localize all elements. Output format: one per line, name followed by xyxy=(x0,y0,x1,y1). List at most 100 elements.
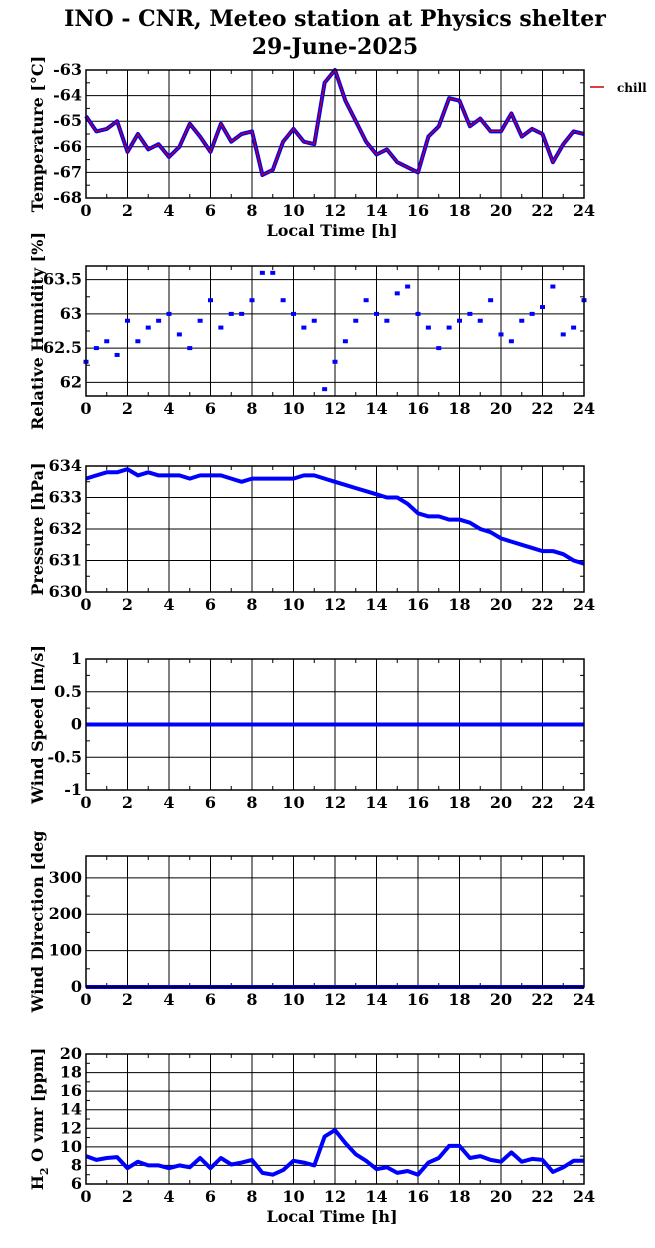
plot-frame-temperature xyxy=(85,69,585,199)
x-tick-label-h2o_vmr-10: 20 xyxy=(490,1187,512,1206)
x-tick-label-humidity-1: 2 xyxy=(122,399,133,418)
panel-temperature: 0 2 4 6 8 10 12 14 16 18 20 22 24-68-67-66-65-64-63L… xyxy=(28,56,647,240)
data-point-humidity-20 xyxy=(291,311,296,316)
x-tick-label-pressure-0: 0 xyxy=(80,595,91,614)
x-tick-label-h2o_vmr-3: 6 xyxy=(205,1187,216,1206)
x-tick-label-temperature-2: 4 xyxy=(163,201,174,220)
chart-panels: 0 2 4 6 8 10 12 14 16 18 20 22 24-68-67-66-65-64-63L… xyxy=(28,56,647,1226)
x-tick-label-pressure-6: 12 xyxy=(324,595,346,614)
data-point-humidity-39 xyxy=(488,298,494,303)
x-tick-label-humidity-0: 0 xyxy=(80,399,91,418)
x-tick-label-temperature-11: 22 xyxy=(531,201,553,220)
y-tick-label-temperature-1: -67 xyxy=(53,162,82,181)
y-tick-label-wind_direction-2: 200 xyxy=(49,904,82,923)
data-point-humidity-35 xyxy=(446,325,452,330)
y-tick-label-wind_speed-4: 1 xyxy=(71,649,82,668)
y-tick-label-wind_direction-3: 300 xyxy=(49,868,82,887)
x-tick-label-h2o_vmr-0: 0 xyxy=(80,1187,91,1206)
x-tick-label-h2o_vmr-5: 10 xyxy=(282,1187,304,1206)
data-point-humidity-29 xyxy=(384,318,390,323)
y-tick-label-wind_direction-1: 100 xyxy=(49,941,82,960)
data-point-humidity-38 xyxy=(477,318,483,323)
x-tick-label-wind_speed-3: 6 xyxy=(205,793,216,812)
data-point-humidity-44 xyxy=(540,305,545,310)
x-tick-label-wind_direction-11: 22 xyxy=(531,990,553,1009)
x-tick-label-temperature-0: 0 xyxy=(80,201,91,220)
x-tick-label-humidity-10: 20 xyxy=(490,399,512,418)
x-tick-label-h2o_vmr-11: 22 xyxy=(531,1187,553,1206)
y-tick-label-temperature-5: -63 xyxy=(53,60,82,79)
panel-humidity: 0 2 4 6 8 10 12 14 16 18 20 22 246262.56363.5Relativ… xyxy=(28,232,595,430)
x-tick-label-pressure-5: 10 xyxy=(282,595,304,614)
x-tick-label-h2o_vmr-9: 18 xyxy=(448,1187,470,1206)
y-tick-label-pressure-0: 630 xyxy=(49,582,82,601)
data-point-humidity-12 xyxy=(208,298,213,303)
plot-frame-pressure xyxy=(85,465,585,593)
y-tick-label-wind_speed-2: 0 xyxy=(71,715,82,734)
series-line-pressure xyxy=(85,467,585,566)
x-tick-label-pressure-11: 22 xyxy=(531,595,553,614)
y-tick-label-temperature-4: -64 xyxy=(53,86,82,105)
data-point-humidity-25 xyxy=(342,339,348,344)
data-point-humidity-15 xyxy=(239,311,245,316)
x-tick-label-h2o_vmr-2: 4 xyxy=(163,1187,174,1206)
x-tick-label-wind_speed-10: 20 xyxy=(490,793,512,812)
x-tick-label-temperature-9: 18 xyxy=(448,201,470,220)
x-tick-label-wind_direction-7: 14 xyxy=(365,990,387,1009)
data-point-humidity-3 xyxy=(114,352,120,357)
data-point-humidity-16 xyxy=(249,298,255,303)
x-tick-label-temperature-1: 2 xyxy=(122,201,133,220)
x-tick-label-h2o_vmr-8: 16 xyxy=(407,1187,429,1206)
x-tick-label-wind_speed-0: 0 xyxy=(80,793,91,812)
x-tick-label-h2o_vmr-12: 24 xyxy=(573,1187,595,1206)
data-point-humidity-36 xyxy=(457,318,462,323)
x-tick-label-wind_direction-3: 6 xyxy=(205,990,216,1009)
data-point-humidity-22 xyxy=(311,318,317,323)
data-point-humidity-26 xyxy=(353,318,359,323)
data-point-humidity-33 xyxy=(425,325,431,330)
y-tick-label-humidity-0: 62 xyxy=(60,372,82,391)
y-axis-label-pressure: Pressure [hPa] xyxy=(28,462,47,595)
data-point-humidity-1 xyxy=(93,346,99,351)
x-tick-label-temperature-3: 6 xyxy=(205,201,216,220)
data-point-humidity-30 xyxy=(394,291,400,296)
data-point-humidity-21 xyxy=(301,325,307,330)
plot-frame-humidity xyxy=(85,265,585,397)
x-tick-label-wind_direction-4: 8 xyxy=(246,990,257,1009)
x-tick-label-pressure-7: 14 xyxy=(365,595,387,614)
x-tick-label-pressure-4: 8 xyxy=(246,595,257,614)
x-tick-label-wind_speed-7: 14 xyxy=(365,793,387,812)
data-point-humidity-47 xyxy=(571,325,577,330)
y-tick-label-pressure-4: 634 xyxy=(49,456,82,475)
x-tick-label-temperature-10: 20 xyxy=(490,201,512,220)
y-tick-label-wind_speed-3: 0.5 xyxy=(54,682,82,701)
y-tick-label-wind_speed-0: -1 xyxy=(64,780,82,799)
x-tick-label-temperature-8: 16 xyxy=(407,201,429,220)
x-tick-label-wind_speed-8: 16 xyxy=(407,793,429,812)
data-point-humidity-28 xyxy=(374,311,379,316)
data-point-humidity-7 xyxy=(156,318,162,323)
x-axis-label-temperature: Local Time [h] xyxy=(266,221,397,240)
data-point-humidity-31 xyxy=(405,284,411,289)
x-tick-label-wind_direction-1: 2 xyxy=(122,990,133,1009)
x-tick-label-temperature-4: 8 xyxy=(246,201,257,220)
data-point-humidity-43 xyxy=(529,311,535,316)
x-tick-label-wind_speed-6: 12 xyxy=(324,793,346,812)
x-tick-label-temperature-12: 24 xyxy=(573,201,595,220)
y-tick-label-humidity-3: 63.5 xyxy=(43,270,82,289)
data-point-humidity-17 xyxy=(259,270,265,275)
x-tick-label-humidity-11: 22 xyxy=(531,399,553,418)
x-tick-label-pressure-8: 16 xyxy=(407,595,429,614)
x-tick-label-wind_direction-12: 24 xyxy=(573,990,595,1009)
y-tick-label-h2o_vmr-0: 6 xyxy=(71,1174,82,1193)
data-point-humidity-37 xyxy=(467,311,473,316)
x-tick-label-pressure-2: 4 xyxy=(163,595,174,614)
panel-h2o_vmr: 0 2 4 6 8 10 12 14 16 18 20 22 2468101214161820Local… xyxy=(28,1044,595,1226)
x-tick-label-pressure-3: 6 xyxy=(205,595,216,614)
y-tick-label-h2o_vmr-7: 20 xyxy=(60,1044,82,1063)
x-tick-label-wind_direction-0: 0 xyxy=(80,990,91,1009)
x-tick-label-h2o_vmr-4: 8 xyxy=(246,1187,257,1206)
x-tick-label-humidity-7: 14 xyxy=(365,399,387,418)
